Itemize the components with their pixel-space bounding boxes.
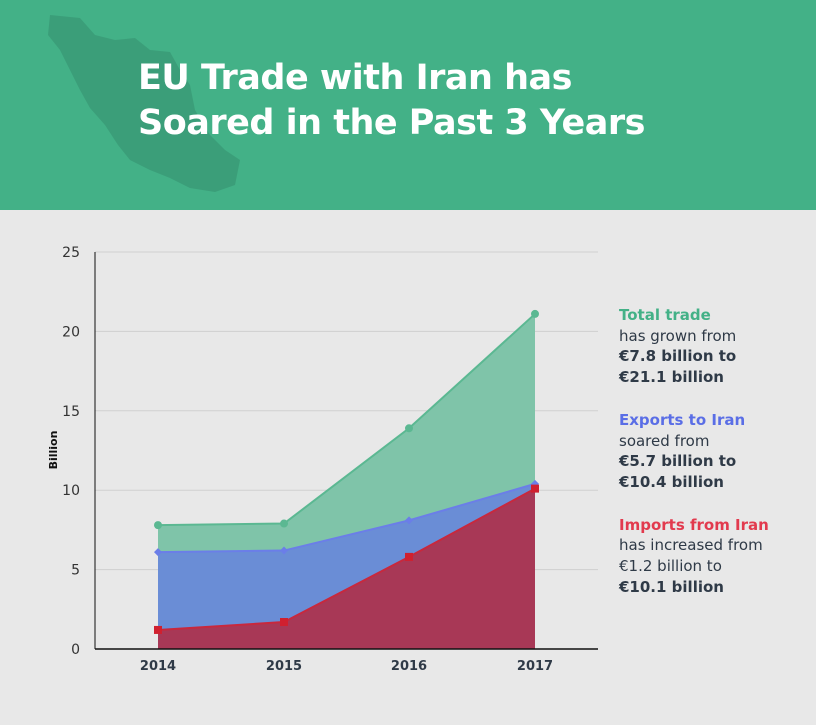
imports-point: [405, 552, 413, 561]
iran-map-icon: [48, 15, 240, 192]
note-value: €5.7 billion to: [619, 452, 737, 471]
y-axis-label: Billion: [47, 431, 60, 470]
note-imports: Imports from Iran has increased from €1.…: [619, 515, 809, 598]
total-point: [405, 424, 413, 433]
exports-point: [154, 548, 162, 557]
header-banner: EU Trade with Iran has Soared in the Pas…: [0, 0, 816, 210]
exports-point: [405, 516, 413, 525]
imports-point: [280, 618, 288, 627]
y-tick-label: 15: [62, 404, 80, 420]
total-point: [280, 519, 288, 528]
total-point: [154, 521, 162, 530]
exports-point: [280, 546, 288, 555]
y-tick-label: 20: [62, 324, 80, 340]
imports-area: [158, 488, 535, 649]
note-exports: Exports to Iran soared from €5.7 billion…: [619, 410, 809, 493]
stacked-area-chart: 0 5 10 15 20 25 2014 2015 2016 2017 Billion: [47, 245, 598, 674]
note-total: Total trade has grown from €7.8 billion …: [619, 305, 809, 388]
notes-panel: Total trade has grown from €7.8 billion …: [619, 305, 809, 619]
x-tick-label: 2015: [266, 659, 302, 674]
title-line-2: Soared in the Past 3 Years: [138, 103, 645, 143]
note-heading: Total trade: [619, 306, 711, 324]
x-tick-label: 2014: [140, 659, 176, 674]
note-heading: Exports to Iran: [619, 410, 746, 429]
y-tick-label: 0: [71, 642, 80, 658]
note-value: €10.1 billion: [619, 577, 724, 596]
imports-point: [154, 625, 162, 634]
note-text: soared from: [619, 431, 710, 450]
x-tick-label: 2017: [517, 659, 553, 674]
title-line-1: EU Trade with Iran has: [138, 58, 572, 98]
y-tick-label: 5: [71, 563, 80, 579]
total-line: [157, 313, 536, 527]
imports-line: [157, 487, 536, 631]
imports-point: [531, 484, 539, 493]
note-value: €10.4 billion: [619, 472, 724, 491]
y-tick-label: 10: [62, 483, 80, 499]
note-value: €7.8 billion to: [619, 347, 737, 366]
note-heading: Imports from Iran: [619, 515, 769, 534]
y-tick-label: 25: [62, 245, 80, 261]
exports-line: [157, 482, 536, 554]
note-text: €1.2 billion to: [619, 557, 722, 576]
total-point: [531, 309, 539, 318]
x-tick-label: 2016: [391, 659, 427, 674]
note-text: has increased from: [619, 536, 763, 555]
page-title: EU Trade with Iran has Soared in the Pas…: [138, 56, 645, 146]
note-text: has grown from: [619, 326, 737, 345]
note-value: €21.1 billion: [619, 368, 724, 387]
